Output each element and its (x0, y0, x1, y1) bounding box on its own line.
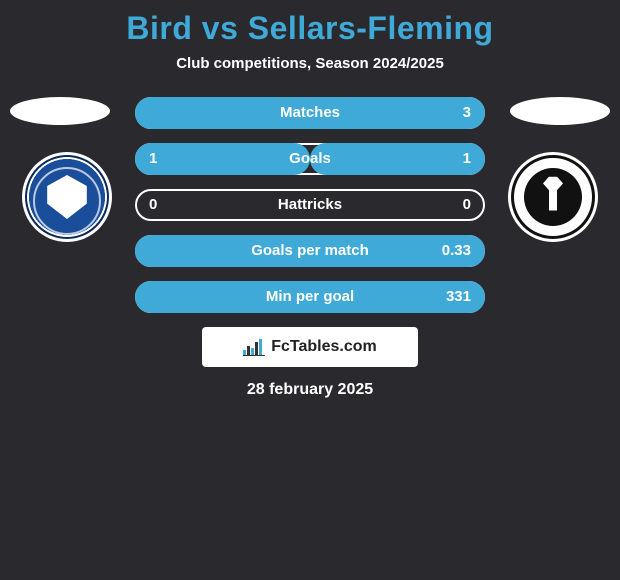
stat-label: Goals (135, 143, 485, 175)
stat-label: Matches (135, 97, 485, 129)
watermark: FcTables.com (202, 327, 418, 367)
stat-row: 11Goals (135, 143, 485, 175)
watermark-text: FcTables.com (271, 338, 377, 356)
stats-table: 3Matches 11Goals 00Hattricks 0.33Goals per … (135, 97, 485, 313)
rochdale-crest-icon (25, 155, 109, 239)
player-photo-right (510, 97, 610, 125)
player-photo-left (10, 97, 110, 125)
gateshead-crest-icon (511, 155, 595, 239)
subtitle: Club competitions, Season 2024/2025 (0, 55, 620, 72)
stat-label: Min per goal (135, 281, 485, 313)
comparison-date: 28 february 2025 (0, 381, 620, 399)
stat-label: Goals per match (135, 235, 485, 267)
stat-row: 331Min per goal (135, 281, 485, 313)
club-badge-left (22, 152, 112, 242)
page-title: Bird vs Sellars-Fleming (0, 0, 620, 47)
stat-row: 3Matches (135, 97, 485, 129)
club-badge-right (508, 152, 598, 242)
comparison-content: 3Matches 11Goals 00Hattricks 0.33Goals per … (0, 97, 620, 399)
stat-row: 00Hattricks (135, 189, 485, 221)
barchart-icon (243, 338, 265, 356)
stat-label: Hattricks (135, 189, 485, 221)
stat-row: 0.33Goals per match (135, 235, 485, 267)
